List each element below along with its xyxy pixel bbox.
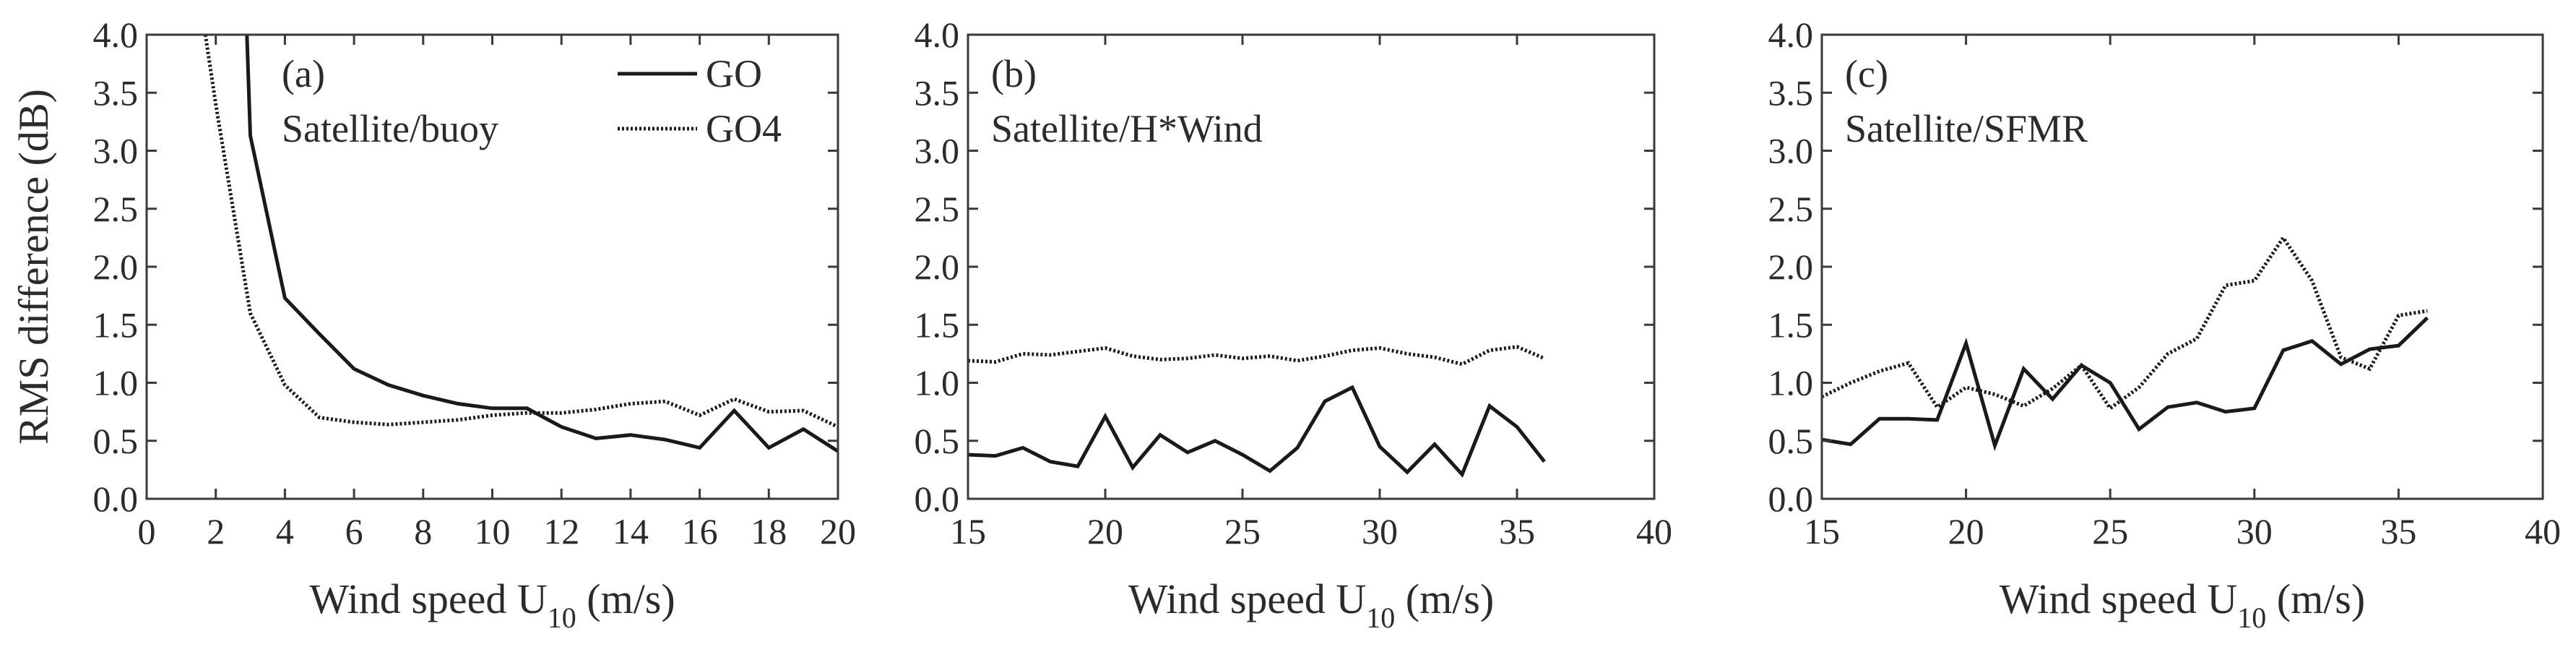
y-tick-label: 3.0 [1768,131,1814,171]
x-axis-title: Wind speed U10 (m/s) [2000,575,2365,634]
x-tick-label: 15 [950,511,986,552]
y-tick-label: 2.0 [1768,247,1814,287]
y-tick-label: 3.0 [915,131,960,171]
chart-panel-3: 15 20 25 30 35 40 0.0 0.5 1.0 1.5 2.0 2.5 3.0 3.5 4.0 W… [1768,14,2562,634]
y-tick-label: 2.5 [915,189,960,229]
series-line-go [245,35,838,453]
x-tick-label: 16 [682,511,718,552]
y-tick-label: 1.5 [1768,304,1814,345]
x-axis-title: Wind speed U10 (m/s) [1128,575,1494,634]
panel-annotation: Satellite/buoy [282,107,498,150]
x-tick-label: 40 [1636,511,1672,552]
y-axis-title: RMS difference (dB) [10,89,57,445]
x-tick-label: 12 [543,511,579,552]
legend-label-go: GO [706,52,762,95]
x-tick-label: 10 [475,511,511,552]
y-tick-label: 1.0 [1768,363,1814,403]
y-tick-label: 1.5 [93,304,139,345]
panel-label: (a) [282,52,325,95]
panel-label: (c) [1845,52,1888,95]
y-tick-label: 1.5 [915,304,960,345]
y-tick-label: 2.5 [1768,189,1814,229]
y-tick-label: 4.0 [915,14,960,55]
y-tick-label: 3.0 [93,131,139,171]
x-axis-title: Wind speed U10 (m/s) [309,575,675,634]
x-tick-label: 14 [613,511,649,552]
x-tick-label: 35 [1499,511,1535,552]
y-tick-label: 0.5 [1768,421,1814,461]
y-tick-label: 0.0 [1768,479,1814,519]
x-tick-label: 8 [414,511,432,552]
y-tick-label: 2.5 [93,189,139,229]
y-tick-label: 3.5 [93,72,139,113]
y-tick-label: 0.0 [93,479,139,519]
y-tick-label: 3.5 [1768,72,1814,113]
series-line-go [968,385,1546,478]
series-line-go4 [1822,234,2428,411]
x-tick-label: 20 [1948,511,1984,552]
chart-panel-2: 15 20 25 30 35 40 0.0 0.5 1.0 1.5 2.0 2.5 3.0 3.5 4.0 W… [915,14,1673,634]
x-tick-label: 25 [2092,511,2128,552]
plot-frame [967,33,1656,500]
x-tick-label: 25 [1224,511,1261,552]
y-tick-label: 2.0 [915,247,960,287]
x-tick-label: 15 [1804,511,1840,552]
x-tick-label: 40 [2525,511,2561,552]
panel-label: (b) [991,52,1037,95]
series-line-go4 [968,345,1545,367]
x-tick-label: 35 [2380,511,2416,552]
legend-label-go4: GO4 [706,107,782,150]
y-tick-label: 1.0 [915,363,960,403]
x-tick-label: 2 [207,511,225,552]
x-tick-label: 30 [1362,511,1398,552]
x-tick-label: 20 [820,511,856,552]
x-tick-label: 4 [276,511,294,552]
plot-frame [1820,33,2544,500]
series-line-go [1822,316,2429,452]
x-tick-label: 6 [345,511,363,552]
y-tick-label: 4.0 [1768,14,1814,55]
y-tick-label: 2.0 [93,247,139,287]
x-tick-label: 20 [1087,511,1123,552]
x-tick-label: 0 [138,511,156,552]
x-tick-label: 30 [2236,511,2273,552]
y-tick-label: 4.0 [93,14,139,55]
chart-panel-1: 0 2 4 6 8 10 12 14 16 18 20 0.0 0.5 1.0 1.5 2.0 2.5 3.0 3.… [10,14,856,634]
y-tick-label: 0.5 [93,421,139,461]
y-tick-label: 3.5 [915,72,960,113]
series-line-go4 [203,35,838,429]
y-tick-label: 0.5 [915,421,960,461]
y-tick-label: 0.0 [915,479,960,519]
panel-annotation: Satellite/H*Wind [991,107,1263,150]
panel-annotation: Satellite/SFMR [1845,107,2088,150]
y-tick-label: 1.0 [93,363,139,403]
x-tick-label: 18 [751,511,787,552]
